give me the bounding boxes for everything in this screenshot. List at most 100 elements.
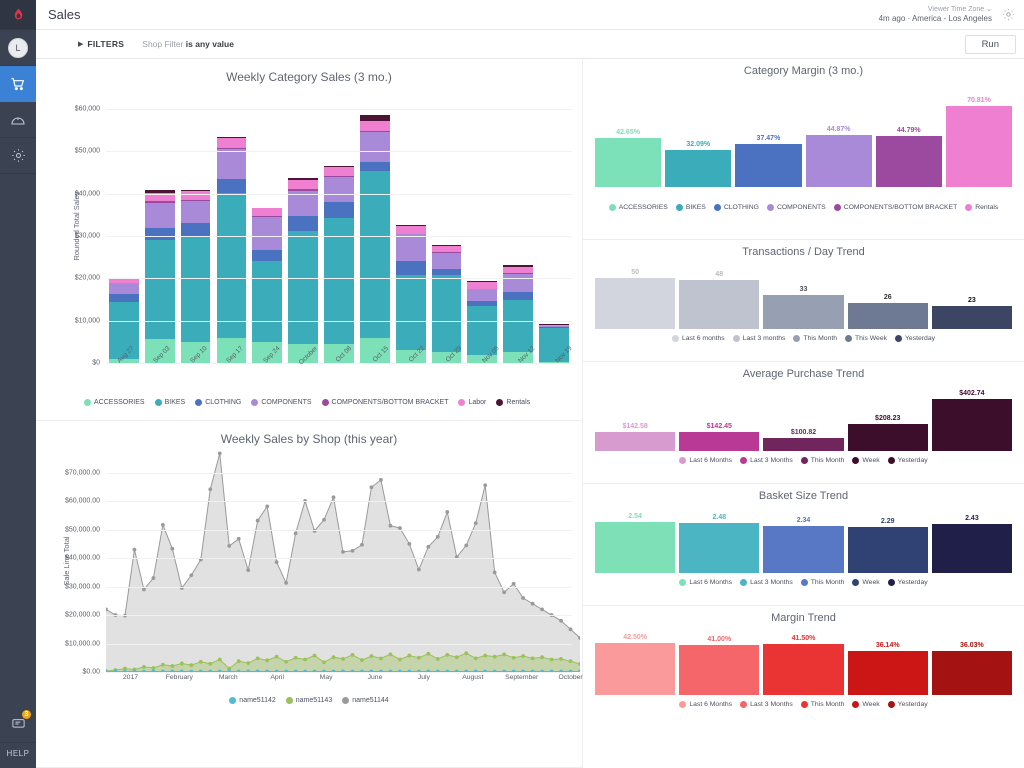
bar-segment[interactable] [288, 178, 319, 180]
bar-slot[interactable]: 42.65% [595, 89, 662, 187]
bar-rect[interactable] [847, 302, 928, 329]
bar-slot[interactable] [142, 88, 178, 363]
legend-item[interactable]: Last 6 Months [679, 579, 732, 586]
tile-average-purchase-trend[interactable]: Average Purchase Trend $142.58 $142.45 $10… [583, 362, 1024, 484]
stacked-bar[interactable] [324, 165, 354, 363]
bar-segment[interactable] [395, 233, 426, 235]
legend-item[interactable]: This Month [800, 457, 844, 464]
bar-segment[interactable] [359, 114, 390, 122]
legend-item[interactable]: name51144 [342, 697, 389, 705]
sidebar-item-explore[interactable] [0, 102, 36, 138]
legend-item[interactable]: Rentals [965, 204, 998, 211]
bar-segment[interactable] [180, 201, 211, 223]
stacked-bar[interactable] [288, 178, 319, 363]
bar-slot[interactable] [464, 88, 500, 363]
bar-segment[interactable] [359, 131, 390, 133]
bar-segment[interactable] [144, 192, 175, 201]
legend-item[interactable]: Yesterday [887, 579, 928, 586]
bar-segment[interactable] [539, 327, 569, 363]
bar-slot[interactable]: 2.54 [595, 511, 676, 573]
legend-item[interactable]: Last 6 Months [679, 701, 732, 708]
timezone-block[interactable]: Viewer Time Zone ⌄ 4m ago · America - Lo… [879, 6, 992, 23]
bar-segment[interactable] [503, 352, 534, 363]
bar-slot[interactable]: $208.23 [847, 389, 928, 451]
bar-segment[interactable] [109, 283, 139, 295]
bar-rect[interactable] [931, 305, 1013, 329]
legend-item[interactable]: This Month [800, 579, 844, 586]
bar-slot[interactable] [285, 88, 321, 363]
bar-segment[interactable] [324, 202, 354, 218]
bar-slot[interactable] [178, 88, 214, 363]
bar-segment[interactable] [252, 208, 283, 217]
bar-rect[interactable] [763, 644, 844, 695]
stacked-bar[interactable] [539, 324, 569, 363]
bar-segment[interactable] [144, 200, 175, 203]
bar-segment[interactable] [216, 192, 247, 339]
bar-segment[interactable] [431, 252, 462, 269]
bar-slot[interactable] [214, 88, 250, 363]
legend-item[interactable]: Last 3 Months [740, 701, 793, 708]
bar-segment[interactable] [395, 261, 426, 276]
bar-segment[interactable] [359, 338, 390, 363]
bar-slot[interactable] [536, 88, 572, 363]
bar-segment[interactable] [288, 189, 319, 191]
bar-segment[interactable] [395, 225, 426, 234]
bar-slot[interactable] [357, 88, 393, 363]
bar-segment[interactable] [180, 189, 211, 191]
sidebar-item-browse-cart[interactable] [0, 66, 36, 102]
bar-rect[interactable] [931, 651, 1013, 695]
bar-slot[interactable]: 32.09% [665, 89, 732, 187]
bar-segment[interactable] [288, 179, 319, 190]
bar-segment[interactable] [395, 234, 426, 262]
bar-segment[interactable] [359, 121, 390, 132]
bar-segment[interactable] [503, 265, 534, 267]
bar-rect[interactable] [847, 651, 928, 695]
bar-slot[interactable]: $402.74 [931, 389, 1013, 451]
bar-rect[interactable] [931, 398, 1013, 451]
bar-segment[interactable] [288, 216, 319, 231]
legend-item[interactable]: This Week [845, 335, 887, 342]
bar-segment[interactable] [503, 273, 534, 293]
legend-item[interactable]: BIKES [154, 399, 185, 406]
stacked-bar[interactable] [180, 189, 211, 363]
bar-segment[interactable] [539, 326, 569, 328]
tile-weekly-category-sales[interactable]: Weekly Category Sales (3 mo.) Rounded To… [36, 59, 582, 421]
bar-segment[interactable] [109, 302, 139, 360]
bar-segment[interactable] [252, 217, 283, 251]
bar-segment[interactable] [288, 230, 319, 344]
bar-slot[interactable]: 36.03% [931, 633, 1013, 695]
tile-basket-size-trend[interactable]: Basket Size Trend 2.54 2.48 2.34 2.29 2.43 L… [583, 484, 1024, 606]
legend-item[interactable]: name51142 [229, 697, 276, 705]
bar-slot[interactable]: 2.34 [763, 511, 844, 573]
dashboard-settings-gear-icon[interactable] [1000, 6, 1016, 22]
bar-segment[interactable] [503, 266, 534, 274]
bar-segment[interactable] [467, 306, 498, 356]
bar-segment[interactable] [216, 138, 247, 149]
bar-segment[interactable] [216, 179, 247, 193]
legend-item[interactable]: Week [852, 579, 880, 586]
bar-slot[interactable]: 50 [595, 267, 676, 329]
bar-rect[interactable] [875, 135, 942, 187]
bar-rect[interactable] [735, 143, 802, 187]
help-label[interactable]: HELP [0, 742, 36, 768]
bar-rect[interactable] [763, 437, 844, 451]
legend-item[interactable]: Last 3 Months [740, 457, 793, 464]
bar-segment[interactable] [324, 176, 354, 178]
stacked-bar[interactable] [431, 245, 462, 363]
stacked-bar[interactable] [359, 114, 390, 363]
bar-rect[interactable] [805, 135, 872, 187]
sidebar-item-help-chat[interactable]: 3 [0, 706, 36, 742]
bar-segment[interactable] [252, 260, 283, 342]
bar-segment[interactable] [180, 222, 211, 237]
avatar[interactable]: L [0, 30, 36, 66]
bar-segment[interactable] [467, 281, 498, 289]
bar-segment[interactable] [467, 355, 498, 363]
stacked-bar[interactable] [144, 189, 175, 363]
bar-segment[interactable] [252, 341, 283, 363]
legend-item[interactable]: BIKES [675, 204, 706, 211]
bar-segment[interactable] [324, 177, 354, 203]
bar-rect[interactable] [679, 432, 760, 451]
bar-segment[interactable] [503, 292, 534, 300]
legend-item[interactable]: Yesterday [895, 335, 935, 342]
stacked-bar[interactable] [252, 207, 283, 363]
